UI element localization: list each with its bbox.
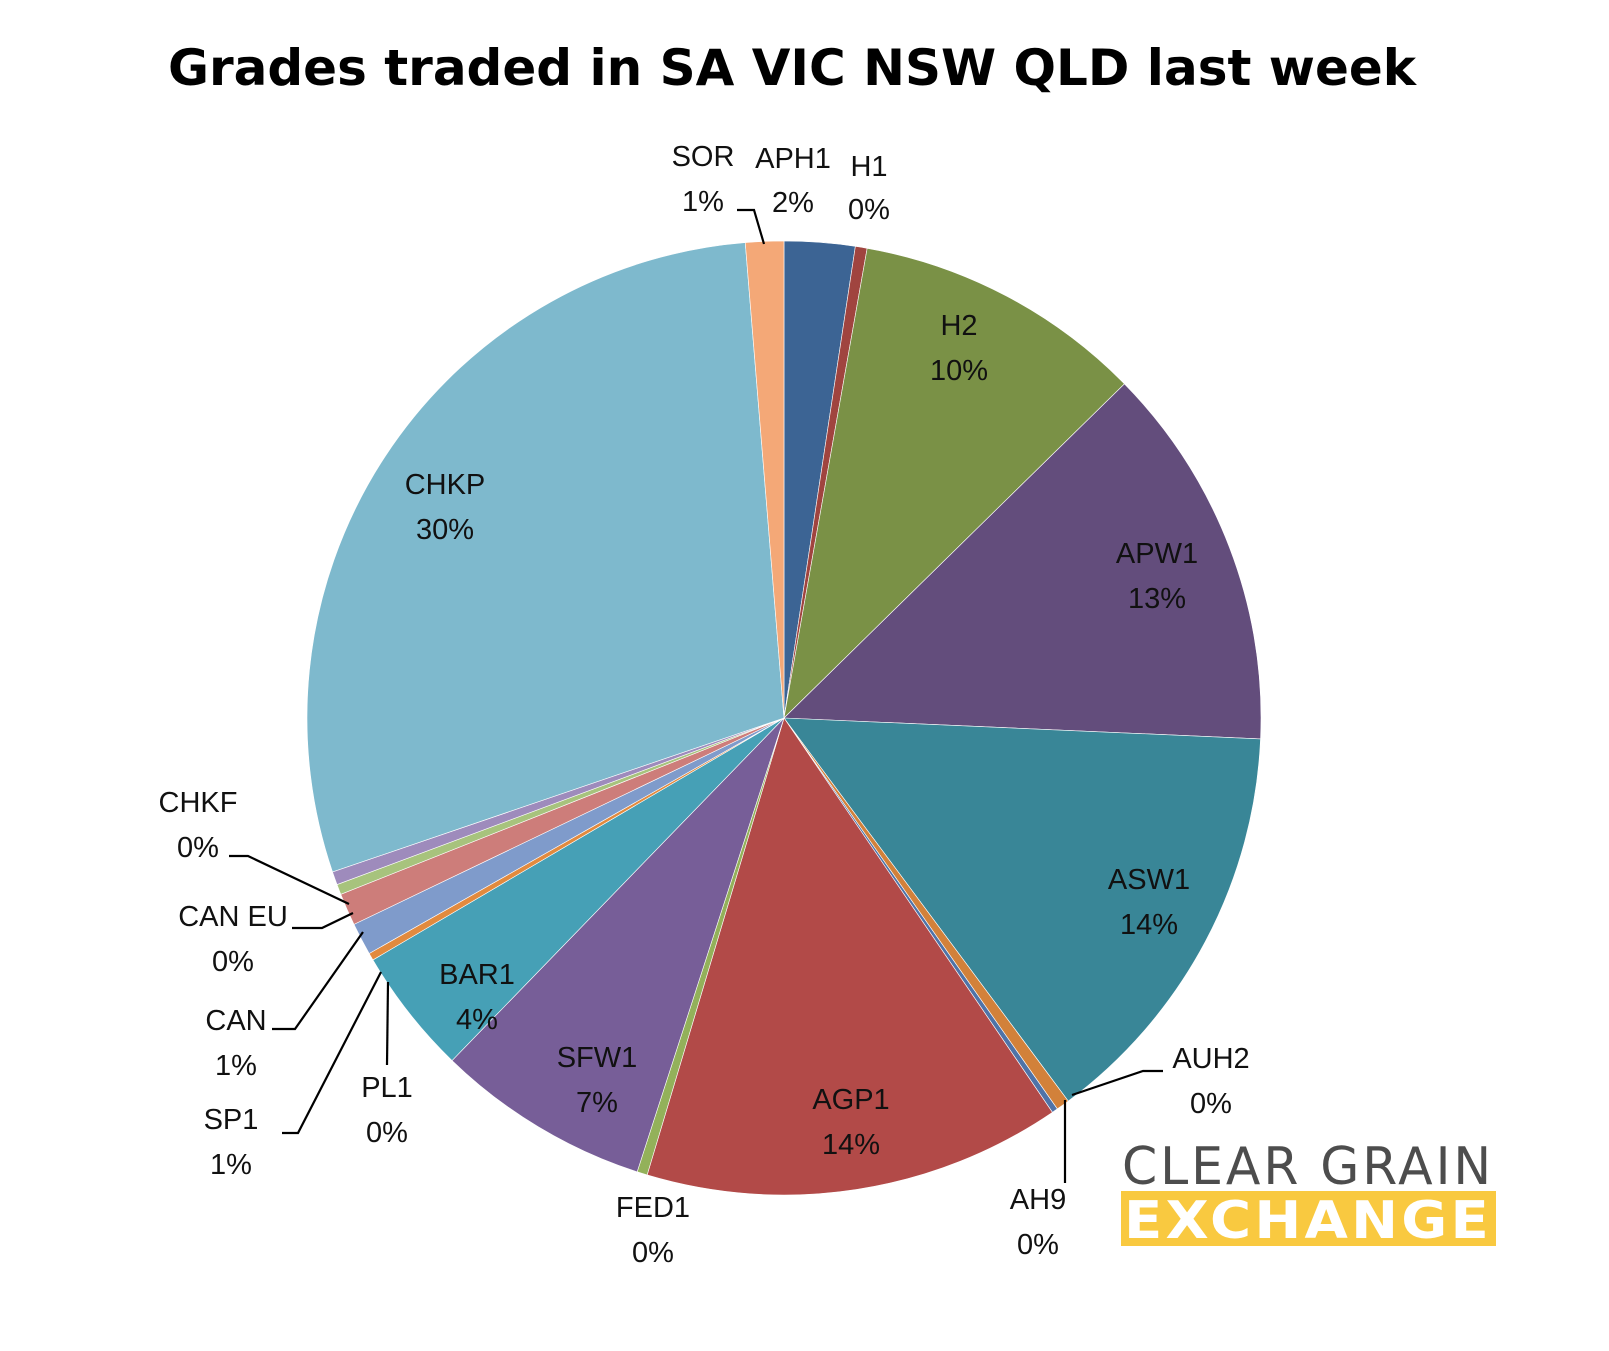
slice-label-chkp: CHKP: [405, 469, 486, 501]
slice-percent-pl1: 0%: [366, 1117, 408, 1149]
slice-percent-ah9: 0%: [1017, 1229, 1059, 1261]
leader-lines: [229, 208, 1163, 1183]
slice-percent-aph1: 2%: [772, 187, 814, 219]
slice-percent-h1: 0%: [848, 194, 890, 226]
slice-label-h1: H1: [850, 151, 887, 183]
pie-slice-chkp: [306, 242, 785, 873]
slice-label-asw1: ASW1: [1108, 864, 1190, 896]
pie-slice-asw1: [783, 717, 1261, 1102]
slice-label-agp1: AGP1: [812, 1084, 889, 1116]
leader-line-sp1: [282, 971, 382, 1135]
slice-percent-bar1: 4%: [456, 1004, 498, 1036]
slice-percent-can: 1%: [215, 1050, 257, 1082]
slice-label-aph1: APH1: [755, 143, 831, 175]
slice-percent-agp1: 14%: [822, 1129, 880, 1161]
slice-percent-can-eu: 0%: [212, 946, 254, 978]
slice-percent-sp1: 1%: [210, 1149, 252, 1181]
pie-slice-h2: [783, 247, 1125, 719]
slice-label-ah9: AH9: [1010, 1184, 1066, 1216]
slice-label-apw1: APW1: [1116, 538, 1198, 570]
slice-label-bar1: BAR1: [439, 959, 515, 991]
slice-percent-chkp: 30%: [416, 514, 474, 546]
leader-line-sor: [737, 208, 766, 245]
slice-percent-sor: 1%: [682, 186, 724, 218]
pie-slice-sfw1: [451, 717, 785, 1173]
logo-band: [1121, 1191, 1496, 1246]
slice-percent-auh2: 0%: [1190, 1088, 1232, 1120]
slice-label-pl1: PL1: [361, 1072, 413, 1104]
slice-percent-sfw1: 7%: [576, 1087, 618, 1119]
logo-line2: EXCHANGE: [1124, 1191, 1492, 1251]
chart-title: Grades traded in SA VIC NSW QLD last wee…: [168, 39, 1418, 97]
slice-label-can: CAN: [205, 1005, 266, 1037]
pie-slice-sor: [744, 240, 785, 719]
clear-grain-exchange-logo: CLEAR GRAIN EXCHANGE: [1121, 1137, 1496, 1251]
leader-line-auh2: [1071, 1069, 1163, 1097]
slice-percent-chkf: 0%: [177, 832, 219, 864]
slice-label-sp1: SP1: [204, 1104, 259, 1136]
slice-label-sor: SOR: [672, 141, 735, 173]
slice-label-chkf: CHKF: [159, 787, 238, 819]
pie-slices: [306, 240, 1262, 1196]
leader-line-can: [272, 931, 364, 1031]
slice-label-can-eu: CAN EU: [178, 901, 288, 933]
slice-percent-apw1: 13%: [1128, 583, 1186, 615]
slice-label-fed1: FED1: [616, 1192, 690, 1224]
slice-percent-asw1: 14%: [1120, 909, 1178, 941]
slice-label-sfw1: SFW1: [557, 1042, 638, 1074]
slice-label-h2: H2: [940, 310, 977, 342]
leader-line-chkf: [229, 854, 350, 905]
leader-line-pl1: [385, 981, 390, 1066]
logo-line1: CLEAR GRAIN: [1122, 1137, 1494, 1197]
pie-slice-apw1: [783, 383, 1262, 740]
slice-label-auh2: AUH2: [1172, 1043, 1249, 1075]
slice-percent-fed1: 0%: [632, 1237, 674, 1269]
slice-percent-h2: 10%: [930, 355, 988, 387]
slice-labels: APH1 2% H1 0% H2 10% APW1 13% ASW1 14% AUH2 0% AH9 0%…: [159, 141, 1250, 1269]
leader-line-can-eu: [292, 912, 354, 930]
